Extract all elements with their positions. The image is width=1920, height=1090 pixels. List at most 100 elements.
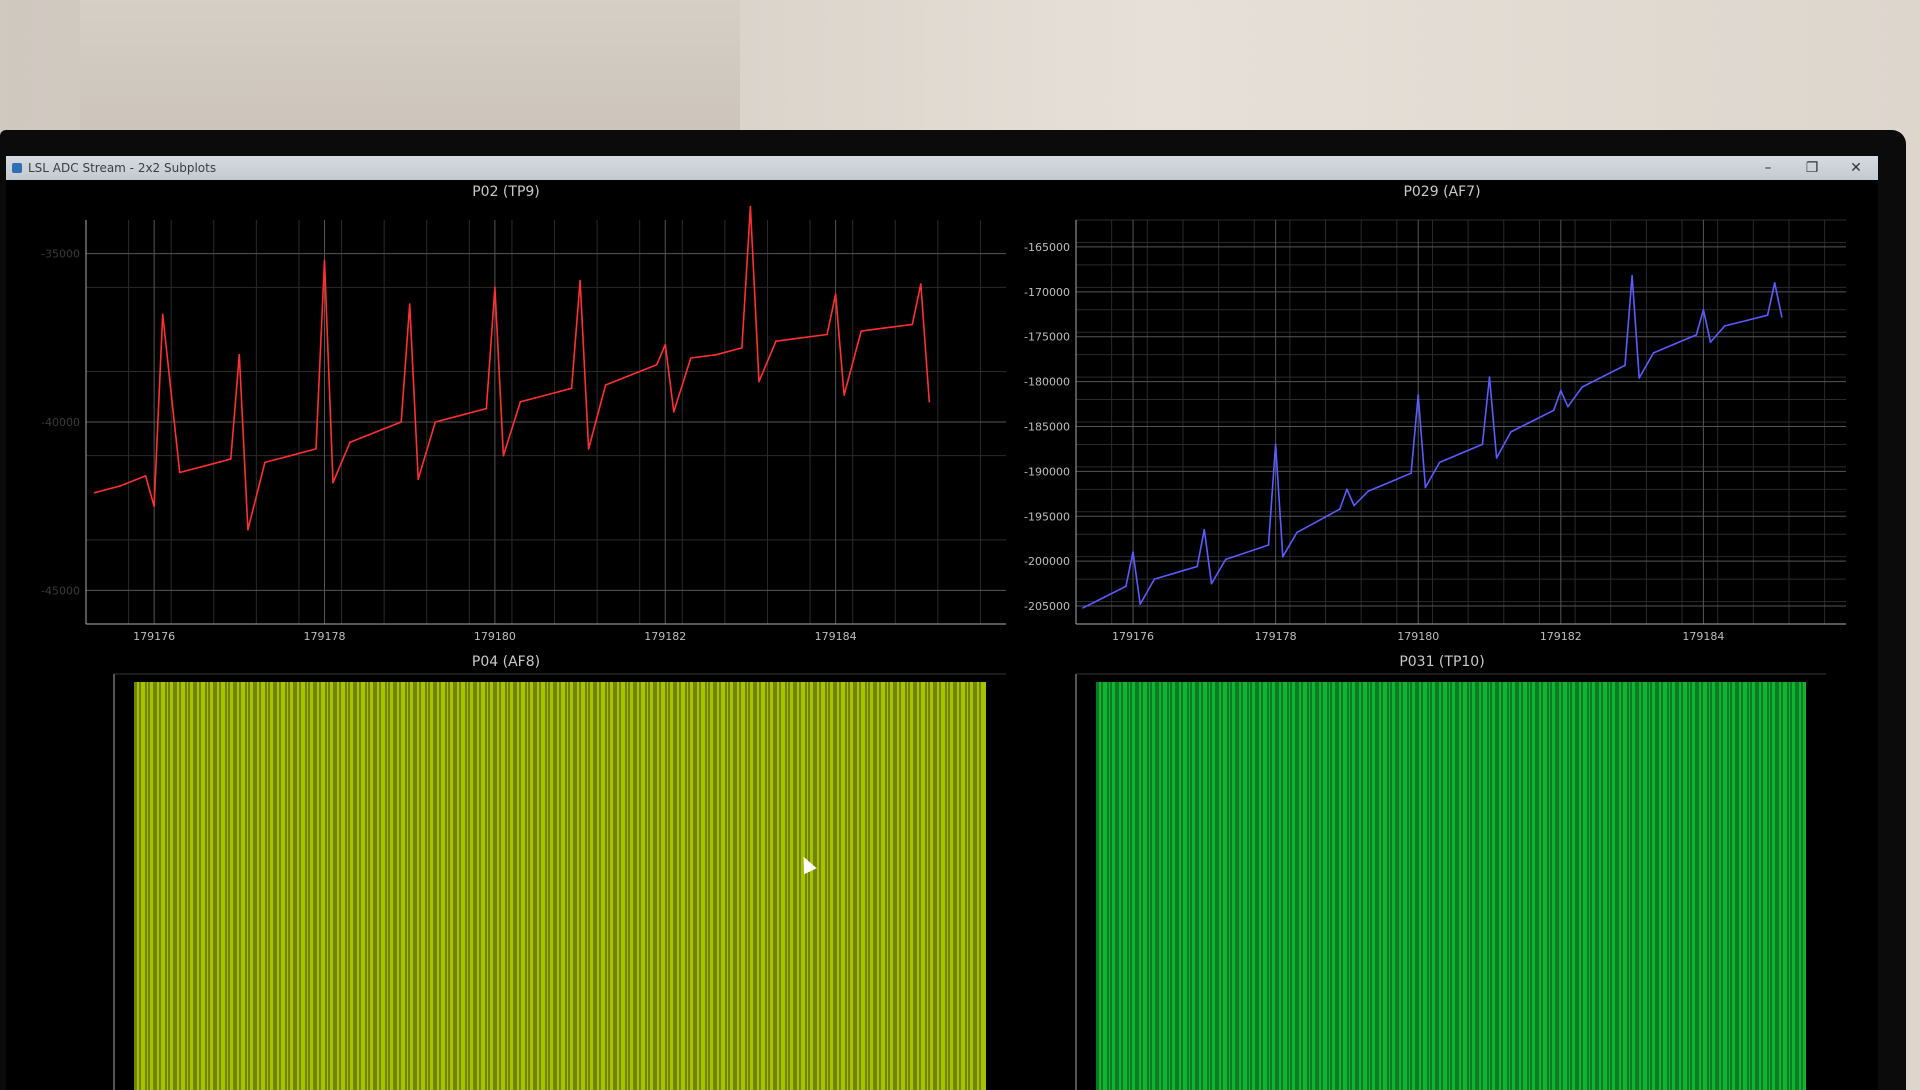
data-point <box>860 330 862 332</box>
series-line-1-0 <box>1082 274 1783 609</box>
y-tick-label: -165000 <box>1024 241 1070 254</box>
data-point <box>1781 316 1783 318</box>
data-point <box>570 387 573 390</box>
data-point <box>741 347 743 349</box>
data-point <box>289 454 292 457</box>
data-point <box>1631 274 1633 277</box>
subplot-title-p02: P02 (TP9) <box>472 184 540 200</box>
data-point <box>1695 334 1698 336</box>
data-point <box>1438 461 1441 464</box>
x-tick-label: 179180 <box>1397 630 1439 643</box>
data-point <box>238 353 241 356</box>
data-point <box>161 313 164 316</box>
data-point <box>1581 386 1584 388</box>
chart-p04 <box>113 673 1006 1090</box>
x-tick-label: 179182 <box>644 630 686 643</box>
data-point <box>119 485 121 487</box>
data-point <box>920 283 922 285</box>
x-tick-label: 179176 <box>1112 630 1154 643</box>
data-point <box>1488 376 1491 378</box>
data-point <box>374 431 377 433</box>
data-point <box>178 471 181 474</box>
data-point <box>349 441 351 444</box>
data-point <box>843 394 845 396</box>
data-point <box>664 343 667 346</box>
subplot-p02-tp9[interactable]: P02 (TP9) 179176 179178 179180 179182 179184… <box>6 180 1006 650</box>
data-point <box>1495 457 1498 459</box>
data-point <box>1296 531 1298 534</box>
data-point <box>1424 486 1427 489</box>
data-point <box>545 394 547 396</box>
data-point <box>400 421 402 423</box>
data-point <box>1481 443 1484 446</box>
data-point <box>579 279 581 282</box>
y-tick-label: -190000 <box>1024 465 1070 478</box>
data-point <box>1460 452 1462 455</box>
data-point <box>1346 488 1348 491</box>
chart-p031 <box>1075 673 1826 1090</box>
data-point <box>1082 607 1084 609</box>
data-point <box>144 475 147 477</box>
data-point <box>630 374 632 376</box>
data-point <box>1153 578 1156 580</box>
data-point <box>1103 596 1106 598</box>
data-point <box>1567 405 1569 408</box>
subplot-title-p031: P031 (TP10) <box>1399 654 1485 670</box>
data-point <box>502 454 505 457</box>
data-point <box>494 286 496 289</box>
y-tick-label: -185000 <box>1024 420 1070 433</box>
data-point <box>1317 519 1320 522</box>
restore-button[interactable]: ❐ <box>1805 160 1819 176</box>
data-point <box>1274 443 1277 446</box>
data-point <box>1246 551 1248 553</box>
data-point <box>1709 341 1712 343</box>
data-point <box>672 411 675 413</box>
x-tick-label: 179176 <box>133 630 175 643</box>
data-point <box>1552 409 1555 412</box>
subplot-title-p029: P029 (AF7) <box>1403 184 1481 200</box>
data-point <box>1210 582 1213 585</box>
data-point <box>749 205 752 208</box>
data-point <box>800 337 803 339</box>
data-point <box>690 357 692 359</box>
data-point <box>1267 544 1270 546</box>
data-point <box>1638 377 1641 379</box>
title-bar[interactable]: LSL ADC Stream - 2x2 Subplots – ❐ ✕ <box>6 156 1878 180</box>
data-point <box>1388 481 1391 483</box>
monitor-bezel: LSL ADC Stream - 2x2 Subplots – ❐ ✕ P02 … <box>0 130 1906 1090</box>
subplot-p031-tp10[interactable]: P031 (TP10) <box>1006 650 1878 1090</box>
data-point <box>1196 565 1199 568</box>
x-tick-label: 179178 <box>1255 630 1297 643</box>
data-point <box>758 380 760 383</box>
background-wall <box>80 0 740 150</box>
data-point <box>604 384 607 386</box>
data-point <box>1203 528 1206 531</box>
data-point <box>153 505 155 507</box>
subplot-p04-af8[interactable]: P04 (AF8) <box>6 650 1006 1090</box>
chart-p02: 179176 179178 179180 179182 179184 -45000 -400… <box>41 205 1006 643</box>
close-button[interactable]: ✕ <box>1850 160 1862 176</box>
data-point <box>519 401 522 403</box>
data-point <box>264 461 266 464</box>
x-tick-label: 179184 <box>815 630 857 643</box>
y-tick-label: -200000 <box>1024 555 1070 568</box>
data-point <box>1139 603 1141 606</box>
y-tick-label: -45000 <box>41 584 80 597</box>
data-point <box>1417 394 1420 396</box>
data-point <box>1723 325 1726 327</box>
data-point <box>1602 375 1605 378</box>
data-point <box>834 293 837 295</box>
data-point <box>1766 314 1769 316</box>
minimize-button[interactable]: – <box>1764 160 1772 176</box>
data-point <box>417 478 420 481</box>
x-tick-label: 179184 <box>1682 630 1724 643</box>
data-point <box>315 448 317 450</box>
plot-window: LSL ADC Stream - 2x2 Subplots – ❐ ✕ P02 … <box>6 156 1878 1090</box>
data-point <box>408 303 411 305</box>
data-point <box>332 481 334 484</box>
data-point <box>1624 364 1626 367</box>
data-point <box>247 528 249 531</box>
data-point <box>1560 389 1562 392</box>
y-tick-label: -170000 <box>1024 286 1070 299</box>
subplot-p029-af7[interactable]: P029 (AF7) 179176 179178 179180 179182 17918… <box>1006 180 1878 650</box>
